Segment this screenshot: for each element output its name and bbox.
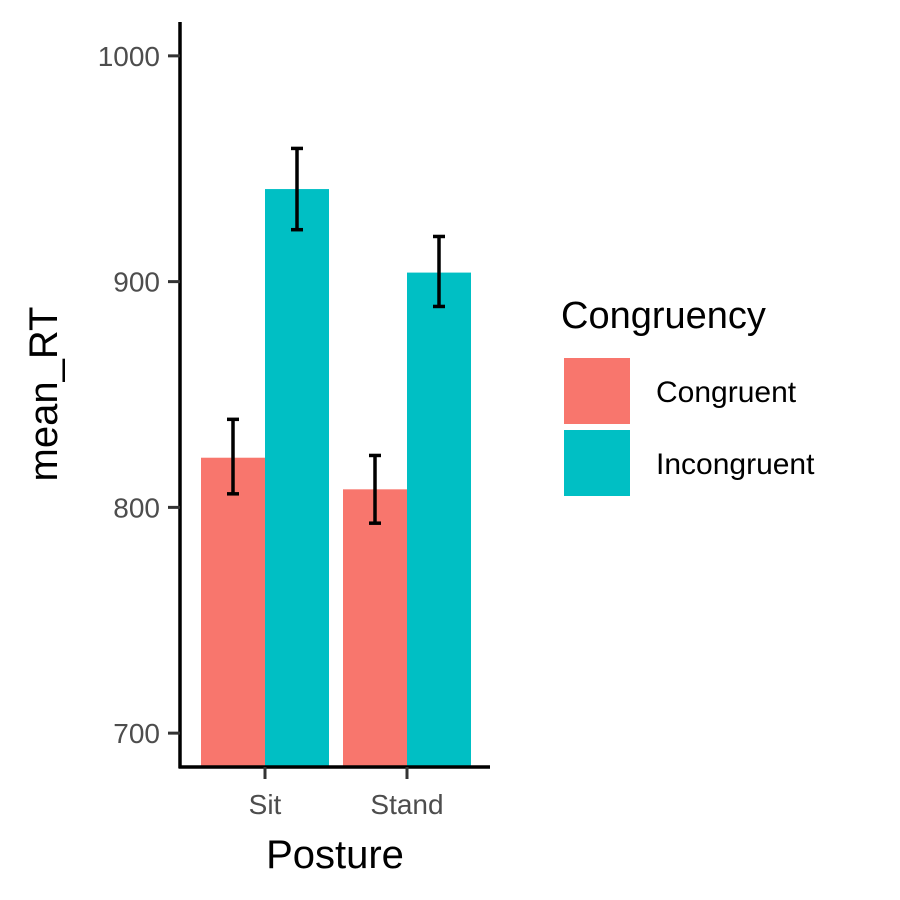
bar-stand-congruent	[343, 489, 407, 767]
legend-title: Congruency	[561, 295, 766, 337]
bars-layer	[201, 189, 471, 767]
y-tick-label: 900	[113, 267, 160, 298]
x-axis-title: Posture	[266, 833, 404, 877]
y-axis-ticks: 700 800 900 1000	[98, 41, 180, 749]
x-tick-label: Stand	[370, 789, 443, 820]
error-bar-stand-congruent	[369, 453, 381, 525]
legend-key-incongruent	[564, 430, 630, 496]
error-bar-sit-incongruent	[291, 146, 303, 232]
y-axis-title: mean_RT	[22, 307, 66, 482]
error-bar-sit-congruent	[227, 417, 239, 496]
y-tick-label: 800	[113, 492, 160, 523]
x-tick-label: Sit	[249, 789, 282, 820]
bar-stand-incongruent	[407, 272, 471, 767]
x-axis-ticks: Sit Stand	[249, 767, 444, 820]
legend-key-congruent	[564, 358, 630, 424]
y-tick-label: 1000	[98, 41, 160, 72]
axes-layer	[178, 22, 490, 769]
bar-sit-incongruent	[265, 189, 329, 767]
legend: Congruency Congruent Incongruent	[561, 295, 815, 496]
legend-label-congruent: Congruent	[656, 376, 797, 409]
y-tick-label: 700	[113, 718, 160, 749]
bar-sit-congruent	[201, 457, 265, 767]
error-bar-stand-incongruent	[433, 234, 445, 309]
legend-label-incongruent: Incongruent	[656, 448, 815, 481]
error-bars-layer	[227, 146, 445, 525]
